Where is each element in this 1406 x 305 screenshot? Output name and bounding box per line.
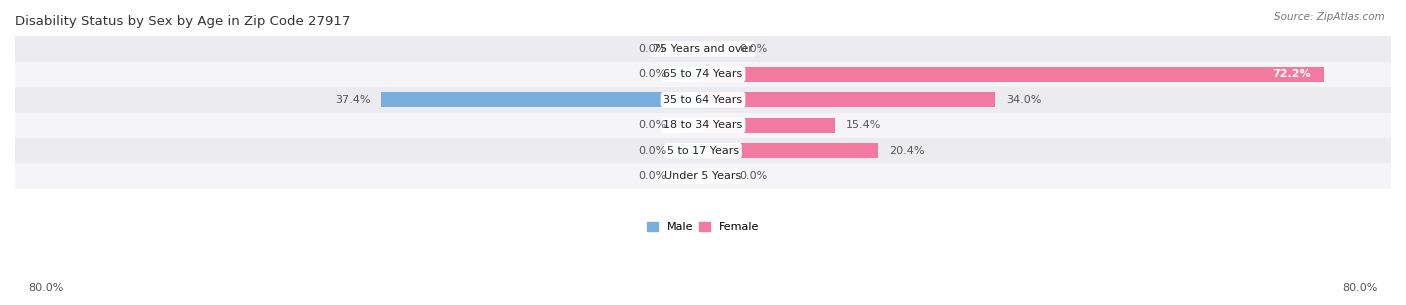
- Bar: [703, 67, 1324, 82]
- Text: 0.0%: 0.0%: [638, 146, 666, 156]
- Text: 15.4%: 15.4%: [846, 120, 882, 130]
- Text: 0.0%: 0.0%: [740, 171, 768, 181]
- Text: 18 to 34 Years: 18 to 34 Years: [664, 120, 742, 130]
- Bar: [678, 118, 703, 133]
- Bar: [15, 62, 1391, 87]
- Legend: Male, Female: Male, Female: [643, 217, 763, 237]
- Bar: [703, 41, 728, 56]
- Text: 34.0%: 34.0%: [1005, 95, 1040, 105]
- Text: 5 to 17 Years: 5 to 17 Years: [666, 146, 740, 156]
- Bar: [703, 143, 879, 158]
- Text: 75 Years and over: 75 Years and over: [652, 44, 754, 54]
- Bar: [381, 92, 703, 107]
- Bar: [15, 113, 1391, 138]
- Bar: [678, 41, 703, 56]
- Text: 20.4%: 20.4%: [889, 146, 924, 156]
- Bar: [703, 92, 995, 107]
- Bar: [703, 169, 728, 184]
- Bar: [15, 36, 1391, 62]
- Bar: [15, 163, 1391, 189]
- Bar: [15, 138, 1391, 163]
- Bar: [678, 143, 703, 158]
- Text: 0.0%: 0.0%: [638, 69, 666, 79]
- Text: Under 5 Years: Under 5 Years: [665, 171, 741, 181]
- Bar: [678, 67, 703, 82]
- Text: Source: ZipAtlas.com: Source: ZipAtlas.com: [1274, 12, 1385, 22]
- Text: 0.0%: 0.0%: [638, 44, 666, 54]
- Text: 72.2%: 72.2%: [1272, 69, 1310, 79]
- Text: 0.0%: 0.0%: [638, 120, 666, 130]
- Text: 80.0%: 80.0%: [28, 283, 63, 293]
- Text: Disability Status by Sex by Age in Zip Code 27917: Disability Status by Sex by Age in Zip C…: [15, 15, 350, 28]
- Text: 0.0%: 0.0%: [638, 171, 666, 181]
- Bar: [703, 118, 835, 133]
- Text: 80.0%: 80.0%: [1343, 283, 1378, 293]
- Bar: [678, 169, 703, 184]
- Text: 37.4%: 37.4%: [336, 95, 371, 105]
- Text: 65 to 74 Years: 65 to 74 Years: [664, 69, 742, 79]
- Text: 0.0%: 0.0%: [740, 44, 768, 54]
- Bar: [15, 87, 1391, 113]
- Text: 35 to 64 Years: 35 to 64 Years: [664, 95, 742, 105]
